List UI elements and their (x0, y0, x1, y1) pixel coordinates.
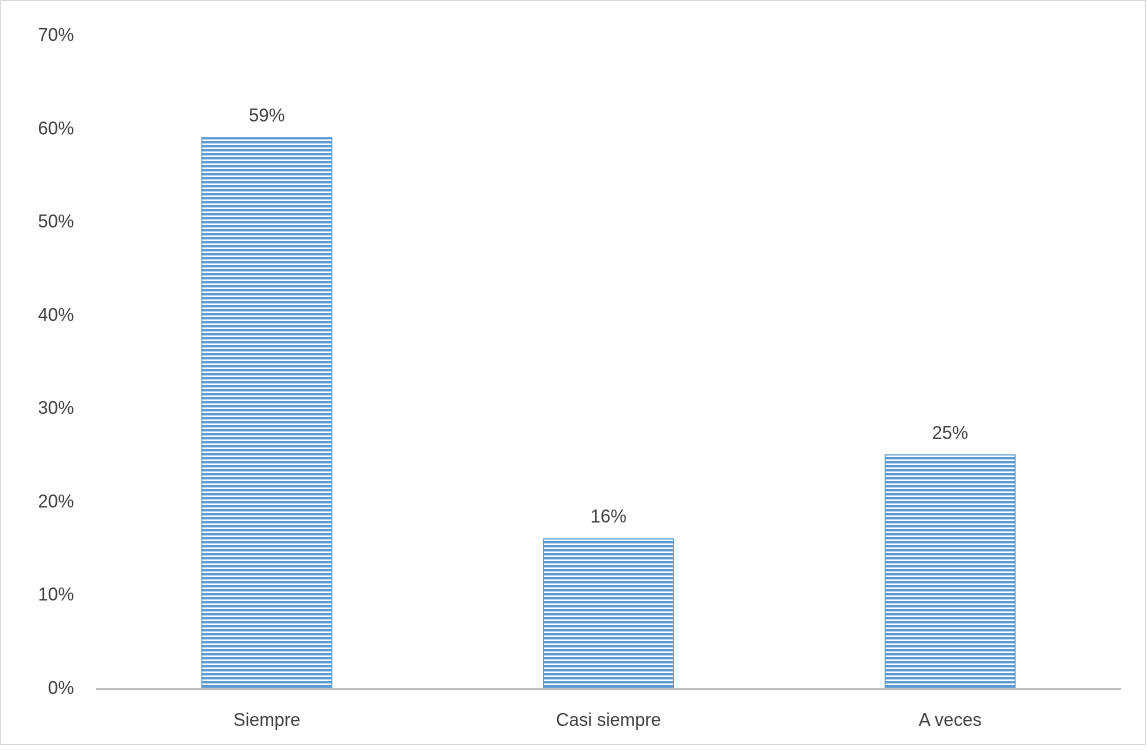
bars-group (201, 137, 1016, 689)
y-tick-label: 20% (38, 491, 74, 511)
bar-a-veces (884, 454, 1016, 689)
y-tick-label: 40% (38, 305, 74, 325)
x-tick-label: Siempre (233, 710, 300, 730)
data-label: 25% (932, 423, 968, 443)
y-tick-label: 70% (38, 25, 74, 45)
y-tick-label: 50% (38, 212, 74, 232)
data-label: 59% (249, 106, 285, 126)
x-axis-labels: Siempre Casi siempre A veces (233, 710, 981, 730)
y-tick-label: 60% (38, 118, 74, 138)
y-tick-label: 30% (38, 398, 74, 418)
y-axis-ticks: 0% 10% 20% 30% 40% 50% 60% 70% (38, 25, 74, 698)
bar-siempre (201, 137, 333, 689)
y-tick-label: 0% (48, 678, 74, 698)
x-tick-label: Casi siempre (556, 710, 661, 730)
bar-casi-siempre (543, 538, 674, 689)
data-label: 16% (590, 507, 626, 527)
data-labels-group: 59% 16% 25% (249, 106, 968, 527)
y-tick-label: 10% (38, 585, 74, 605)
x-tick-label: A veces (919, 710, 982, 730)
